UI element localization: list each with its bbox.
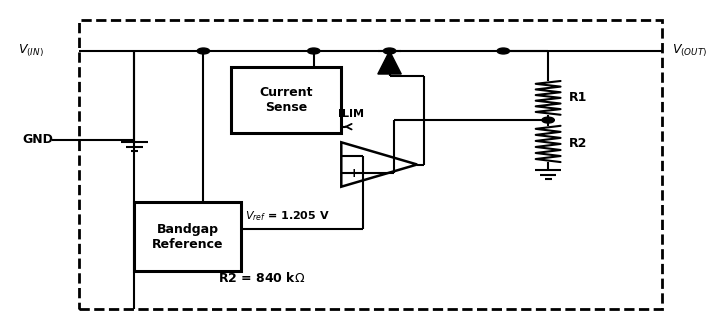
Circle shape [307, 48, 320, 54]
Bar [80, 20, 662, 309]
Polygon shape [378, 51, 401, 74]
Text: $V_{(OUT)}$: $V_{(OUT)}$ [672, 43, 707, 59]
Text: $V_{ref}$ = 1.205 V: $V_{ref}$ = 1.205 V [245, 209, 330, 223]
Circle shape [383, 48, 396, 54]
Circle shape [197, 48, 210, 54]
Text: R2: R2 [569, 138, 587, 150]
Circle shape [542, 117, 555, 123]
Text: Bandgap
Reference: Bandgap Reference [152, 223, 224, 251]
Text: GND: GND [23, 133, 53, 146]
Text: Current
Sense: Current Sense [260, 86, 313, 114]
Text: +: + [348, 167, 359, 180]
Text: $V_{(IN)}$: $V_{(IN)}$ [18, 43, 44, 59]
Text: −: − [348, 149, 359, 162]
Text: R2 = 840 k$\Omega$: R2 = 840 k$\Omega$ [218, 271, 306, 285]
Bar [231, 67, 341, 133]
Bar [134, 202, 241, 271]
Text: ILIM: ILIM [338, 110, 364, 119]
Text: R1: R1 [569, 91, 587, 104]
Circle shape [497, 48, 510, 54]
